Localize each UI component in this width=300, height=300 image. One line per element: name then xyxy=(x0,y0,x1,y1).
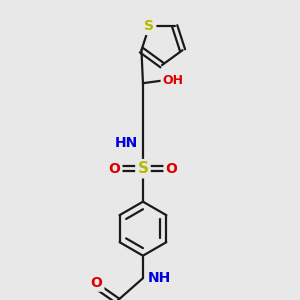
Text: OH: OH xyxy=(163,74,184,87)
Text: NH: NH xyxy=(148,271,171,285)
Text: O: O xyxy=(109,162,120,176)
Text: O: O xyxy=(91,276,102,290)
Text: HN: HN xyxy=(115,136,138,150)
Text: O: O xyxy=(166,162,177,176)
Text: S: S xyxy=(137,161,148,176)
Text: S: S xyxy=(144,19,154,33)
